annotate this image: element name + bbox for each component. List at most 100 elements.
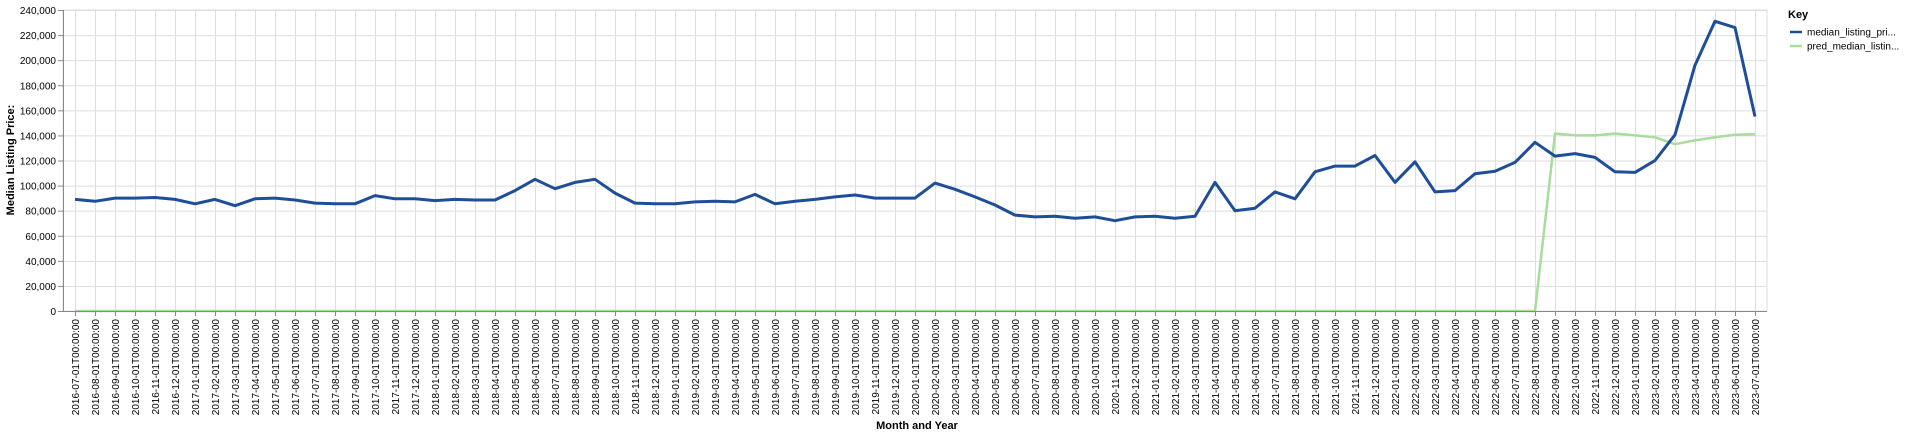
legend: Key median_listing_pri... pred_median_lis… <box>1788 9 1899 53</box>
x-tick-label: 2018-08-01T00:00:00 <box>571 319 582 416</box>
x-tick-label: 2016-07-01T00:00:00 <box>71 319 82 416</box>
x-tick-label: 2022-11-01T00:00:00 <box>1591 319 1602 415</box>
x-tick-label: 2019-10-01T00:00:00 <box>851 319 862 416</box>
x-tick-label: 2020-01-01T00:00:00 <box>911 319 922 416</box>
x-tick-label: 2020-11-01T00:00:00 <box>1111 319 1122 415</box>
x-tick-label: 2018-05-01T00:00:00 <box>511 319 522 416</box>
x-tick-label: 2020-04-01T00:00:00 <box>971 319 982 416</box>
x-tick-label: 2018-01-01T00:00:00 <box>431 319 442 416</box>
y-tick-label: 140,000 <box>20 131 57 142</box>
x-tick-label: 2018-10-01T00:00:00 <box>611 319 622 416</box>
x-tick-label: 2018-02-01T00:00:00 <box>451 319 462 416</box>
x-tick-label: 2018-09-01T00:00:00 <box>591 319 602 416</box>
x-tick-label: 2017-05-01T00:00:00 <box>271 319 282 416</box>
x-tick-label: 2018-11-01T00:00:00 <box>631 319 642 415</box>
x-tick-label: 2020-02-01T00:00:00 <box>931 319 942 416</box>
y-tick-label: 180,000 <box>20 81 57 92</box>
x-tick-label: 2023-05-01T00:00:00 <box>1711 319 1722 416</box>
x-tick-label: 2016-10-01T00:00:00 <box>131 319 142 416</box>
x-tick-label: 2016-11-01T00:00:00 <box>151 319 162 415</box>
x-tick-label: 2023-04-01T00:00:00 <box>1691 319 1702 416</box>
x-tick-label: 2021-02-01T00:00:00 <box>1171 319 1182 416</box>
x-tick-label: 2021-11-01T00:00:00 <box>1351 319 1362 415</box>
x-tick-label: 2022-12-01T00:00:00 <box>1611 319 1622 416</box>
legend-label-0: median_listing_pri... <box>1807 28 1896 39</box>
x-tick-label: 2019-11-01T00:00:00 <box>871 319 882 415</box>
y-tick-label: 240,000 <box>20 6 57 17</box>
x-tick-label: 2020-07-01T00:00:00 <box>1031 319 1042 416</box>
x-axis: 2016-07-01T00:00:00 2016-08-01T00:00:00 20… <box>63 311 1767 415</box>
x-tick-label: 2022-03-01T00:00:00 <box>1431 319 1442 416</box>
x-tick-label: 2021-04-01T00:00:00 <box>1211 319 1222 416</box>
chart-grid <box>62 9 1768 312</box>
x-tick-label: 2023-03-01T00:00:00 <box>1671 319 1682 416</box>
x-tick-label: 2023-06-01T00:00:00 <box>1731 319 1742 416</box>
x-tick-label: 2018-07-01T00:00:00 <box>551 319 562 416</box>
y-axis-title: Median Listing Price: <box>5 105 17 216</box>
x-tick-label: 2021-09-01T00:00:00 <box>1311 319 1322 416</box>
x-tick-label: 2021-07-01T00:00:00 <box>1271 319 1282 416</box>
x-tick-label: 2021-03-01T00:00:00 <box>1191 319 1202 416</box>
y-tick-label: 160,000 <box>20 106 57 117</box>
x-tick-label: 2016-12-01T00:00:00 <box>171 319 182 416</box>
x-tick-label: 2020-08-01T00:00:00 <box>1051 319 1062 416</box>
x-tick-label: 2018-04-01T00:00:00 <box>491 319 502 416</box>
x-tick-label: 2023-01-01T00:00:00 <box>1631 319 1642 416</box>
x-tick-label: 2022-10-01T00:00:00 <box>1571 319 1582 416</box>
x-tick-label: 2021-05-01T00:00:00 <box>1231 319 1242 416</box>
series-line-0 <box>74 19 1757 223</box>
y-tick-label: 40,000 <box>25 257 56 268</box>
y-axis: 0 20,000 40,000 60,000 80,000 100,000 120,000 1… <box>20 6 64 318</box>
x-tick-label: 2019-04-01T00:00:00 <box>731 319 742 416</box>
x-tick-label: 2020-06-01T00:00:00 <box>1011 319 1022 416</box>
x-tick-label: 2017-02-01T00:00:00 <box>211 319 222 416</box>
x-tick-label: 2018-06-01T00:00:00 <box>531 319 542 416</box>
x-tick-label: 2017-10-01T00:00:00 <box>371 319 382 416</box>
x-tick-label: 2020-09-01T00:00:00 <box>1071 319 1082 416</box>
y-tick-label: 0 <box>50 307 56 318</box>
x-tick-label: 2022-09-01T00:00:00 <box>1551 319 1562 416</box>
x-tick-label: 2017-07-01T00:00:00 <box>311 319 322 416</box>
x-tick-label: 2017-06-01T00:00:00 <box>291 319 302 416</box>
x-tick-label: 2021-01-01T00:00:00 <box>1151 319 1162 416</box>
x-tick-label: 2017-08-01T00:00:00 <box>331 319 342 416</box>
x-tick-label: 2019-03-01T00:00:00 <box>711 319 722 416</box>
x-tick-label: 2018-12-01T00:00:00 <box>651 319 662 416</box>
x-tick-label: 2022-07-01T00:00:00 <box>1511 319 1522 416</box>
y-tick-label: 100,000 <box>20 182 57 193</box>
x-tick-label: 2019-07-01T00:00:00 <box>791 319 802 416</box>
x-tick-label: 2016-08-01T00:00:00 <box>91 319 102 416</box>
x-tick-label: 2016-09-01T00:00:00 <box>111 319 122 416</box>
x-tick-label: 2021-12-01T00:00:00 <box>1371 319 1382 416</box>
x-tick-label: 2023-07-01T00:00:00 <box>1751 319 1762 416</box>
y-tick-label: 60,000 <box>25 232 56 243</box>
x-tick-label: 2020-03-01T00:00:00 <box>951 319 962 416</box>
legend-label-1: pred_median_listin... <box>1807 42 1899 53</box>
x-tick-label: 2021-08-01T00:00:00 <box>1291 319 1302 416</box>
x-tick-label: 2021-06-01T00:00:00 <box>1251 319 1262 416</box>
x-tick-label: 2017-04-01T00:00:00 <box>251 319 262 416</box>
x-tick-label: 2022-05-01T00:00:00 <box>1471 319 1482 416</box>
x-tick-label: 2020-05-01T00:00:00 <box>991 319 1002 416</box>
y-tick-label: 120,000 <box>20 157 57 168</box>
y-tick-label: 80,000 <box>25 207 56 218</box>
x-tick-label: 2017-11-01T00:00:00 <box>391 319 402 415</box>
x-tick-label: 2017-09-01T00:00:00 <box>351 319 362 416</box>
x-tick-label: 2019-02-01T00:00:00 <box>691 319 702 416</box>
x-tick-label: 2022-08-01T00:00:00 <box>1531 319 1542 416</box>
x-tick-label: 2020-10-01T00:00:00 <box>1091 319 1102 416</box>
x-axis-title: Month and Year <box>876 420 958 432</box>
x-tick-label: 2022-04-01T00:00:00 <box>1451 319 1462 416</box>
x-tick-label: 2022-06-01T00:00:00 <box>1491 319 1502 416</box>
x-tick-label: 2017-01-01T00:00:00 <box>191 319 202 416</box>
x-tick-label: 2018-03-01T00:00:00 <box>471 319 482 416</box>
x-tick-label: 2020-12-01T00:00:00 <box>1131 319 1142 416</box>
x-tick-label: 2021-10-01T00:00:00 <box>1331 319 1342 416</box>
x-tick-label: 2022-02-01T00:00:00 <box>1411 319 1422 416</box>
y-tick-label: 20,000 <box>25 282 56 293</box>
y-tick-label: 220,000 <box>20 31 57 42</box>
legend-title: Key <box>1788 9 1809 21</box>
y-tick-label: 200,000 <box>20 56 57 67</box>
x-tick-label: 2019-06-01T00:00:00 <box>771 319 782 416</box>
